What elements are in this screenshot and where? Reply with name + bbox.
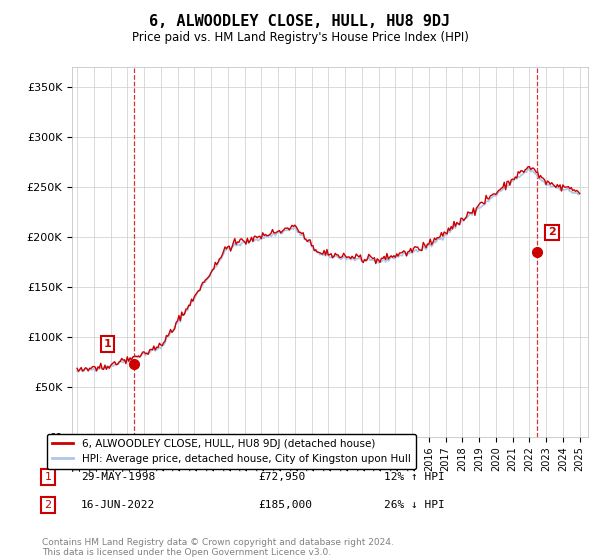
Text: 26% ↓ HPI: 26% ↓ HPI [384,500,445,510]
Text: 2: 2 [548,227,556,237]
Text: Contains HM Land Registry data © Crown copyright and database right 2024.
This d: Contains HM Land Registry data © Crown c… [42,538,394,557]
Text: 2: 2 [44,500,52,510]
Text: £72,950: £72,950 [258,472,305,482]
Text: 12% ↑ HPI: 12% ↑ HPI [384,472,445,482]
Text: 29-MAY-1998: 29-MAY-1998 [81,472,155,482]
Text: Price paid vs. HM Land Registry's House Price Index (HPI): Price paid vs. HM Land Registry's House … [131,31,469,44]
Text: 1: 1 [103,339,111,349]
Text: 1: 1 [44,472,52,482]
Legend: 6, ALWOODLEY CLOSE, HULL, HU8 9DJ (detached house), HPI: Average price, detached: 6, ALWOODLEY CLOSE, HULL, HU8 9DJ (detac… [47,433,416,469]
Text: 16-JUN-2022: 16-JUN-2022 [81,500,155,510]
Text: 6, ALWOODLEY CLOSE, HULL, HU8 9DJ: 6, ALWOODLEY CLOSE, HULL, HU8 9DJ [149,14,451,29]
Text: £185,000: £185,000 [258,500,312,510]
